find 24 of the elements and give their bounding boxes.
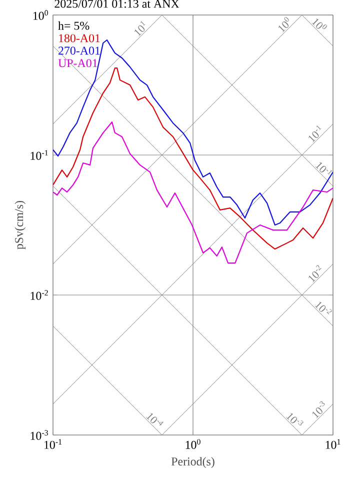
- y-tick-label: 10$^{-1}$: [30, 150, 48, 160]
- annotation: 10$^{0}$: [278, 17, 289, 32]
- x-tick-label: 10$^{0}$: [186, 439, 200, 449]
- annotation: 10$^{-3}$: [312, 401, 325, 418]
- annotation: 10$^{-3}$: [286, 413, 304, 426]
- y-tick-label: 10$^{0}$: [33, 10, 48, 20]
- text: UP-A01: [58, 59, 98, 68]
- x-tick-label: 10$^{-1}$: [44, 439, 62, 449]
- annotation: 10$^{0}$: [312, 18, 327, 30]
- x-tick-label: 10$^{1}$: [326, 439, 340, 449]
- y-axis-title: pSv(cm/s): [14, 200, 26, 250]
- annotation: 10$^{-1}$: [315, 162, 332, 175]
- y-tick-label: 10$^{-3}$: [30, 430, 48, 440]
- text: 180-A01: [59, 34, 100, 42]
- y-tick-label: 10$^{-2}$: [30, 290, 48, 300]
- annotation: 10$^{-2}$: [314, 302, 332, 314]
- annotation: 10$^{-1}$: [308, 125, 322, 142]
- annotation: 10$^{-2}$: [308, 265, 322, 282]
- annotation: 10$^{-4}$: [146, 413, 164, 426]
- annotation: h= 5%: [58, 21, 90, 30]
- series-label: 270-A01: [58, 46, 100, 55]
- x-axis-title: Period(s): [171, 457, 214, 468]
- annotation: 10$^{1}$: [134, 21, 146, 36]
- chart-title: 2025/07/01 01:13 at ANX: [54, 0, 180, 8]
